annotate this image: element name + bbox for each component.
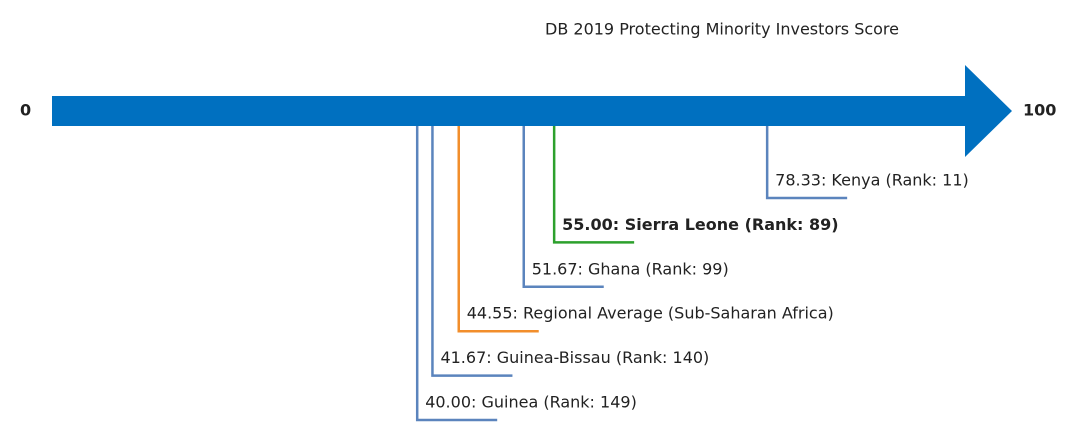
value-label: 41.67: Guinea-Bissau (Rank: 140) bbox=[440, 348, 709, 367]
leader-line bbox=[431, 126, 513, 377]
value-label: 78.33: Kenya (Rank: 11) bbox=[775, 171, 969, 190]
value-label: 51.67: Ghana (Rank: 99) bbox=[532, 259, 729, 278]
value-label: 44.55: Regional Average (Sub-Saharan Afr… bbox=[467, 304, 834, 323]
axis-end-label: 0 bbox=[20, 101, 31, 120]
axis-arrow bbox=[52, 65, 1012, 157]
value-label: 55.00: Sierra Leone (Rank: 89) bbox=[562, 215, 838, 234]
leader-line bbox=[552, 126, 635, 244]
value-label: 40.00: Guinea (Rank: 149) bbox=[425, 393, 637, 412]
leader-line bbox=[415, 126, 498, 422]
axis-end-label: 100 bbox=[1023, 101, 1056, 120]
chart-title: DB 2019 Protecting Minority Investors Sc… bbox=[545, 20, 899, 39]
leader-line bbox=[765, 126, 848, 200]
leader-line bbox=[457, 126, 539, 333]
leader-line bbox=[522, 126, 604, 289]
